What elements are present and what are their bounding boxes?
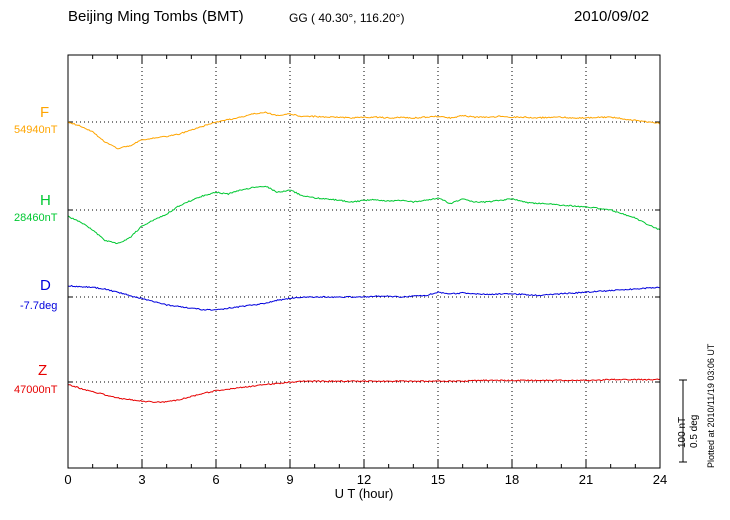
trace-label-F: F: [40, 104, 50, 121]
scale-bar-deg-label: 0.5 deg: [689, 414, 700, 448]
trace-Z: [68, 378, 661, 404]
x-tick-label: 15: [431, 472, 445, 487]
x-axis-label: U T (hour): [334, 486, 394, 501]
trace-label-H: H: [40, 192, 51, 209]
x-tick-label: 3: [138, 472, 145, 487]
x-tick-label: 24: [653, 472, 667, 487]
trace-baseline-value-D: -7.7deg: [20, 300, 58, 312]
x-tick-label: 0: [64, 472, 71, 487]
x-tick-label: 18: [505, 472, 519, 487]
scale-bar-nt-label: 100 nT: [677, 416, 688, 448]
trace-baseline-value-H: 28460nT: [14, 212, 58, 224]
x-tick-label: 12: [357, 472, 371, 487]
trace-baseline-value-Z: 47000nT: [14, 384, 58, 396]
trace-D: [67, 284, 661, 311]
page-title: Beijing Ming Tombs (BMT): [68, 8, 244, 25]
observation-date: 2010/09/02: [574, 8, 650, 25]
trace-label-Z: Z: [38, 362, 48, 379]
trace-H: [67, 185, 661, 245]
plotted-at-note: Plotted at 2010/11/19 03:06 UT: [706, 343, 716, 468]
trace-F: [67, 111, 661, 150]
trace-baseline-value-F: 54940nT: [14, 124, 58, 136]
station-coordinates: GG ( 40.30°, 116.20°): [289, 11, 405, 25]
trace-label-D: D: [40, 277, 51, 294]
x-tick-label: 9: [286, 472, 293, 487]
x-tick-label: 21: [579, 472, 593, 487]
x-tick-label: 6: [212, 472, 219, 487]
